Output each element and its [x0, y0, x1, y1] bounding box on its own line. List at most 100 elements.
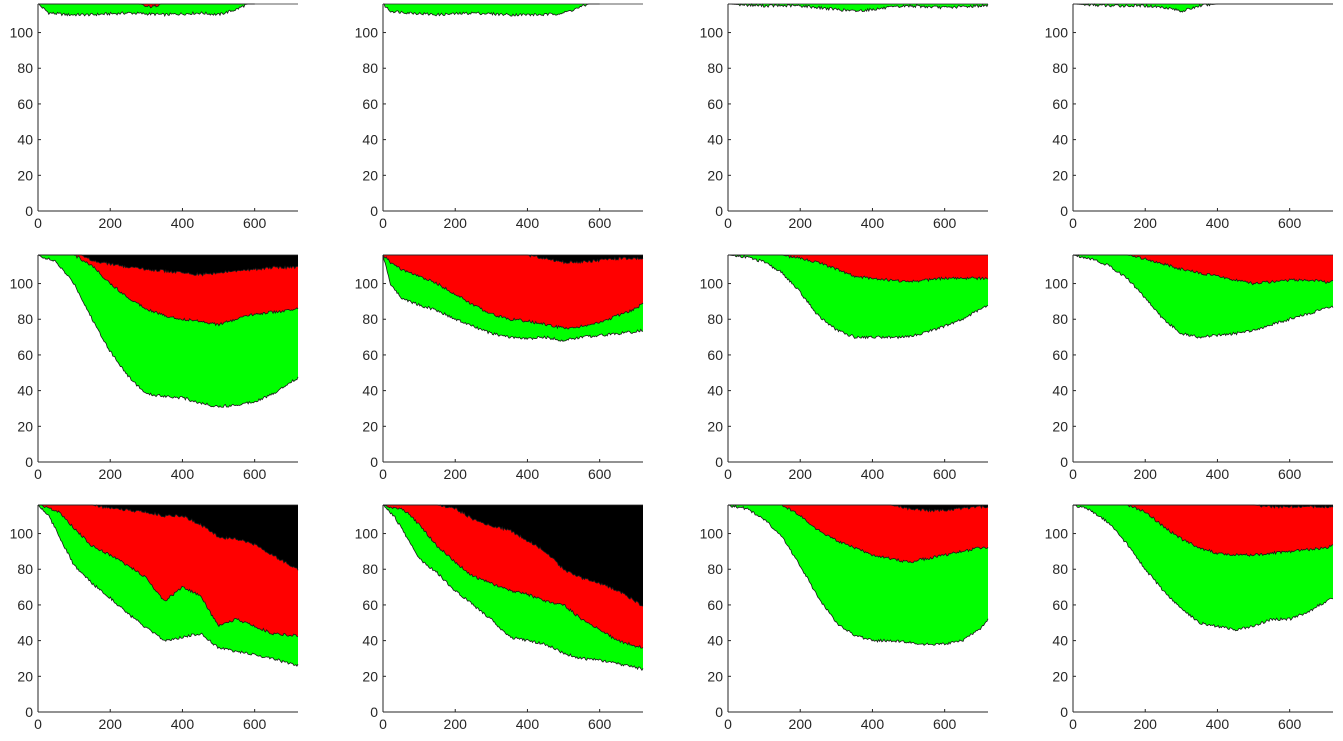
x-tick-label-r1c3-3: 600 [933, 215, 957, 231]
x-tick-label-r1c3-1: 200 [789, 215, 813, 231]
chart-panel-r1c2: 0 200 400 600 0 20 40 60 80 100 [355, 3, 643, 231]
y-tick-label-r3c1-0: 0 [25, 704, 33, 720]
area-r3c3-1 [728, 505, 988, 563]
boundary-r1c1-0 [37, 3, 255, 18]
x-tick-label-r1c2-2: 400 [516, 215, 540, 231]
x-tick-label-r3c3-2: 400 [861, 716, 885, 732]
x-tick-label-r2c4-1: 200 [1134, 466, 1158, 482]
y-tick-label-r1c2-2: 40 [362, 132, 378, 148]
y-tick-label-r2c3-4: 80 [707, 311, 723, 327]
y-tick-label-r3c2-4: 80 [362, 561, 378, 577]
chart-panel-r3c2: 0 200 400 600 0 20 40 60 80 100 [355, 504, 644, 732]
boundary-r2c3-0 [727, 254, 989, 340]
area-r2c2-1 [383, 255, 643, 330]
x-tick-label-r3c4-1: 200 [1134, 716, 1158, 732]
x-tick-label-r1c3-2: 400 [861, 215, 885, 231]
y-tick-label-r3c3-3: 60 [707, 597, 723, 613]
x-tick-label-r2c2-2: 400 [516, 466, 540, 482]
area-r2c4-1 [1073, 255, 1333, 285]
y-tick-label-r1c2-1: 20 [362, 167, 378, 183]
boundary-r2c2-0 [382, 254, 644, 342]
x-tick-label-r2c3-2: 400 [861, 466, 885, 482]
y-tick-label-r3c2-1: 20 [362, 668, 378, 684]
x-tick-label-r1c3-0: 0 [724, 215, 732, 231]
y-tick-label-r3c4-2: 40 [1052, 633, 1068, 649]
area-r2c2-2 [383, 255, 643, 264]
x-tick-label-r1c2-0: 0 [379, 215, 387, 231]
y-tick-label-r1c3-2: 40 [707, 132, 723, 148]
y-tick-label-r2c1-0: 0 [25, 454, 33, 470]
x-tick-label-r1c1-2: 400 [171, 215, 195, 231]
x-tick-label-r1c4-2: 400 [1206, 215, 1230, 231]
y-tick-label-r3c3-1: 20 [707, 668, 723, 684]
boundary-r1c2-0 [383, 3, 600, 17]
y-tick-label-r3c4-5: 100 [1045, 526, 1069, 542]
area-r1c3-0 [728, 4, 988, 12]
y-tick-label-r1c1-1: 20 [17, 167, 33, 183]
y-tick-label-r3c1-1: 20 [17, 668, 33, 684]
y-tick-label-r1c2-5: 100 [355, 25, 379, 41]
y-tick-label-r1c3-4: 80 [707, 60, 723, 76]
x-tick-label-r1c1-3: 600 [243, 215, 267, 231]
y-tick-label-r1c1-0: 0 [25, 203, 33, 219]
y-tick-label-r2c4-4: 80 [1052, 311, 1068, 327]
y-tick-label-r2c2-3: 60 [362, 347, 378, 363]
chart-panel-r1c1: 0 200 400 600 0 20 40 60 80 100 [10, 3, 298, 231]
y-tick-label-r3c3-2: 40 [707, 633, 723, 649]
x-tick-label-r1c2-1: 200 [444, 215, 468, 231]
y-tick-label-r2c1-1: 20 [17, 418, 33, 434]
y-tick-label-r1c4-5: 100 [1045, 25, 1069, 41]
x-tick-label-r3c2-2: 400 [516, 716, 540, 732]
x-tick-label-r1c1-1: 200 [99, 215, 123, 231]
boundary-r3c1-0 [37, 504, 299, 667]
y-tick-label-r3c1-3: 60 [17, 597, 33, 613]
x-tick-label-r1c4-0: 0 [1069, 215, 1077, 231]
y-tick-label-r1c4-4: 80 [1052, 60, 1068, 76]
y-tick-label-r3c4-4: 80 [1052, 561, 1068, 577]
y-tick-label-r3c4-1: 20 [1052, 668, 1068, 684]
x-tick-label-r2c4-3: 600 [1278, 466, 1302, 482]
y-tick-label-r3c2-0: 0 [370, 704, 378, 720]
x-tick-label-r3c4-2: 400 [1206, 716, 1230, 732]
x-tick-label-r3c2-1: 200 [444, 716, 468, 732]
y-tick-label-r2c2-5: 100 [355, 276, 379, 292]
boundary-r2c2-1 [382, 254, 644, 330]
y-tick-label-r3c2-3: 60 [362, 597, 378, 613]
y-tick-label-r1c3-3: 60 [707, 96, 723, 112]
y-tick-label-r1c4-1: 20 [1052, 167, 1068, 183]
x-tick-label-r2c1-0: 0 [34, 466, 42, 482]
x-tick-label-r2c2-3: 600 [588, 466, 612, 482]
y-tick-label-r1c1-5: 100 [10, 25, 34, 41]
y-tick-label-r2c3-0: 0 [715, 454, 723, 470]
boundary-r3c1-1 [37, 504, 299, 637]
y-tick-label-r2c3-5: 100 [700, 276, 724, 292]
x-tick-label-r2c1-1: 200 [99, 466, 123, 482]
x-tick-label-r3c3-3: 600 [933, 716, 957, 732]
y-tick-label-r2c1-5: 100 [10, 276, 34, 292]
y-tick-label-r1c3-0: 0 [715, 203, 723, 219]
y-tick-label-r1c1-3: 60 [17, 96, 33, 112]
area-r2c1-1 [38, 255, 298, 326]
boundary-r1c4-0 [1072, 3, 1333, 13]
chart-panel-r2c1: 0 200 400 600 0 20 40 60 80 100 [10, 254, 299, 482]
y-tick-label-r2c4-5: 100 [1045, 276, 1069, 292]
y-tick-label-r2c4-2: 40 [1052, 383, 1068, 399]
y-tick-label-r2c3-3: 60 [707, 347, 723, 363]
y-tick-label-r3c1-4: 80 [17, 561, 33, 577]
x-tick-label-r2c4-0: 0 [1069, 466, 1077, 482]
chart-panel-r1c3: 0 200 400 600 0 20 40 60 80 100 [700, 3, 989, 231]
area-r2c3-1 [728, 255, 988, 283]
y-tick-label-r3c2-5: 100 [355, 526, 379, 542]
x-tick-label-r3c3-0: 0 [724, 716, 732, 732]
y-tick-label-r2c2-0: 0 [370, 454, 378, 470]
y-tick-label-r2c3-1: 20 [707, 418, 723, 434]
y-tick-label-r2c3-2: 40 [707, 383, 723, 399]
y-tick-label-r1c1-2: 40 [17, 132, 33, 148]
y-tick-label-r1c2-0: 0 [370, 203, 378, 219]
x-tick-label-r1c1-0: 0 [34, 215, 42, 231]
chart-panel-r3c1: 0 200 400 600 0 20 40 60 80 100 [10, 504, 299, 732]
x-tick-label-r3c1-0: 0 [34, 716, 42, 732]
y-tick-label-r3c3-5: 100 [700, 526, 724, 542]
boundary-r1c3-0 [727, 3, 989, 13]
